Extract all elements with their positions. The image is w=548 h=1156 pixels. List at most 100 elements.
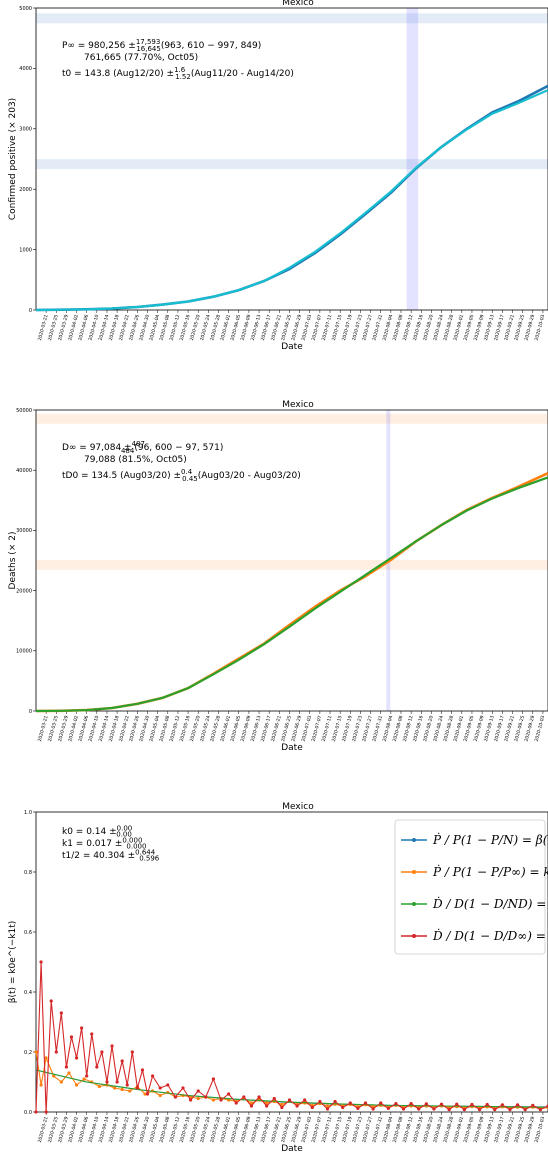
series-line-2 — [35, 476, 548, 713]
series-point-2 — [265, 1101, 269, 1105]
series-point-4 — [447, 1108, 451, 1112]
chart-panel-3: Mexico0.00.20.40.60.81.02020-03-212020-0… — [8, 802, 548, 1154]
x-tick-label: 2020-07-11 — [321, 1116, 334, 1143]
series-line-1 — [35, 84, 548, 312]
x-tick-label: 2020-05-20 — [189, 314, 202, 341]
x-tick-label: 2020-07-31 — [371, 1116, 384, 1143]
series-point-4 — [523, 1108, 527, 1112]
x-tick-label: 2020-08-16 — [412, 314, 425, 341]
series-point-4 — [204, 1095, 208, 1099]
x-tick-label: 2020-05-04 — [148, 314, 161, 341]
series-point-2 — [74, 1083, 79, 1087]
x-tick-label: 2020-09-05 — [463, 715, 476, 742]
x-tick-label: 2020-04-10 — [88, 1116, 101, 1143]
annotation-main: P∞ = 980,256 ± — [62, 41, 136, 51]
x-tick-label: 2020-09-05 — [463, 314, 476, 341]
annotation-range: (963, 610 − 997, 849) — [161, 41, 261, 51]
x-tick-label: 2020-06-21 — [270, 715, 283, 742]
x-tick-label: 2020-05-20 — [189, 1116, 202, 1143]
annotation-sub: 0.000 — [126, 843, 146, 851]
x-tick-label: 2020-07-07 — [311, 314, 324, 341]
series-point-2 — [34, 1050, 38, 1054]
x-tick-label: 2020-04-18 — [108, 314, 121, 341]
x-tick-label: 2020-07-27 — [361, 715, 374, 742]
annotation-param-3: t1/2 = 40.304 ±0.644 0.596 — [62, 849, 160, 863]
x-tick-label: 2020-04-10 — [88, 715, 101, 742]
x-tick-label: 2020-03-21 — [37, 715, 50, 742]
annotation-sub: 484 — [121, 447, 135, 455]
series-point-4 — [34, 1110, 38, 1114]
series-point-4 — [120, 1059, 124, 1063]
series-point-4 — [386, 1106, 390, 1110]
x-tick-label: 2020-04-26 — [128, 314, 141, 341]
x-tick-label: 2020-05-04 — [148, 715, 161, 742]
x-tick-label: 2020-07-23 — [351, 715, 364, 742]
series-point-2 — [120, 1087, 124, 1092]
series-point-2 — [143, 1092, 147, 1096]
x-tick-label: 2020-04-22 — [118, 1116, 131, 1143]
x-tick-label: 2020-09-13 — [483, 314, 496, 341]
annotation-sub: 1.52 — [175, 73, 191, 81]
x-tick-label: 2020-08-24 — [432, 715, 445, 742]
series-point-2 — [325, 1104, 330, 1108]
annotation-sub: 0.00 — [116, 831, 132, 839]
x-tick-label: 2020-04-30 — [138, 715, 151, 742]
series-point-4 — [455, 1102, 459, 1106]
x-tick-label: 2020-03-21 — [37, 1116, 50, 1143]
series-point-4 — [249, 1104, 254, 1108]
annotation-sub: 0.45 — [182, 475, 198, 483]
x-tick-label: 2020-09-09 — [473, 715, 486, 742]
series-point-4 — [371, 1107, 375, 1111]
y-tick-label: 0.6 — [24, 930, 32, 936]
x-tick-label: 2020-04-18 — [108, 715, 121, 742]
annotation-line-3: t0 = 143.8 (Aug12/20) ±1.6 1.52(Aug11/20 … — [62, 66, 294, 81]
x-tick-label: 2020-07-07 — [311, 1116, 324, 1143]
series-point-4 — [310, 1105, 314, 1110]
series-point-4 — [59, 1011, 63, 1015]
series-point-4 — [74, 1056, 79, 1060]
legend-entry-4: Ḋ / D(1 − D/D∞) = k1 — [432, 928, 548, 943]
x-tick-label: 2020-08-04 — [382, 715, 395, 742]
series-point-4 — [145, 1092, 150, 1096]
x-tick-label: 2020-07-31 — [371, 314, 384, 341]
x-tick-label: 2020-07-19 — [341, 715, 354, 742]
x-axis-label: Date — [281, 1144, 303, 1154]
x-tick-label: 2020-06-01 — [219, 1116, 232, 1143]
x-tick-label: 2020-03-21 — [37, 314, 50, 341]
x-tick-label: 2020-08-12 — [402, 1116, 415, 1143]
threshold-band — [36, 13, 548, 24]
x-tick-label: 2020-07-11 — [321, 715, 334, 742]
series-point-2 — [67, 1071, 71, 1075]
x-tick-label: 2020-04-22 — [118, 314, 131, 341]
x-tick-label: 2020-09-21 — [503, 1116, 516, 1143]
series-point-4 — [348, 1101, 352, 1105]
y-tick-label: 0 — [29, 308, 32, 314]
annotation-range: (Aug11/20 - Aug14/20) — [191, 69, 294, 79]
x-tick-label: 2020-09-17 — [493, 715, 506, 742]
x-tick-label: 2020-06-05 — [229, 314, 242, 341]
series-point-4 — [432, 1107, 436, 1111]
annotation-line-2: 761,665 (77.70%, Oct05) — [84, 53, 198, 63]
x-tick-label: 2020-09-29 — [524, 314, 537, 341]
x-tick-label: 2020-09-25 — [513, 314, 526, 341]
x-tick-label: 2020-04-26 — [128, 1116, 141, 1143]
legend-swatch-marker — [412, 934, 416, 938]
x-tick-label: 2020-09-13 — [483, 1116, 496, 1143]
legend-swatch-marker — [412, 838, 416, 842]
x-tick-label: 2020-05-24 — [199, 715, 212, 742]
annotation-range: (Aug03/20 - Aug03/20) — [198, 471, 301, 481]
x-tick-label: 2020-10-03 — [534, 1116, 547, 1143]
y-tick-label: 1.0 — [24, 810, 32, 816]
x-tick-label: 2020-07-19 — [341, 314, 354, 341]
x-tick-label: 2020-07-23 — [351, 314, 364, 341]
x-tick-label: 2020-09-13 — [483, 715, 496, 742]
series-point-4 — [150, 1074, 155, 1078]
series-point-4 — [394, 1102, 398, 1106]
series-point-4 — [409, 1102, 413, 1106]
chart-title: Mexico — [282, 0, 314, 8]
series-point-2 — [39, 1083, 43, 1087]
x-tick-label: 2020-05-28 — [209, 1116, 222, 1143]
annotation-sup: 0.4 — [181, 468, 193, 476]
y-tick-label: 30000 — [16, 528, 32, 534]
series-point-4 — [125, 1083, 129, 1087]
